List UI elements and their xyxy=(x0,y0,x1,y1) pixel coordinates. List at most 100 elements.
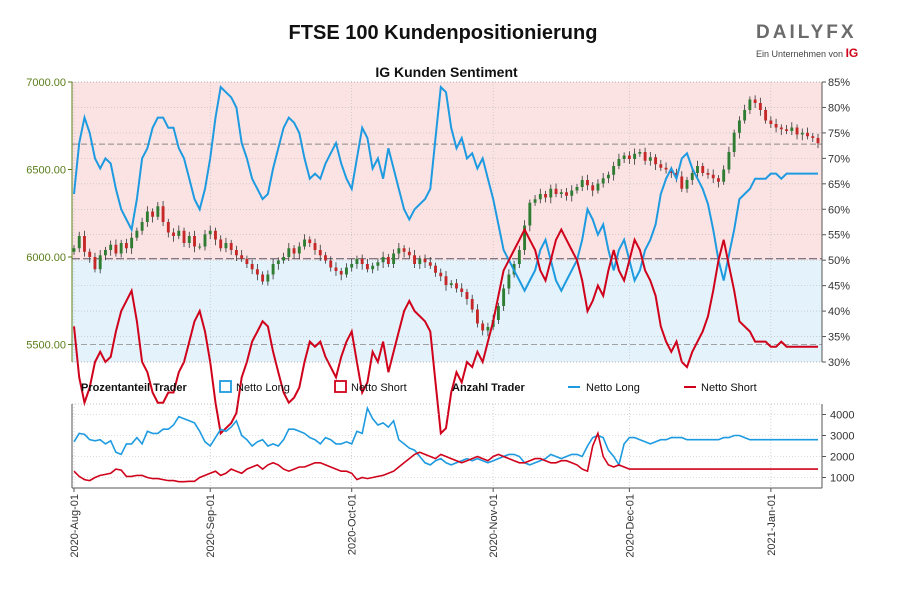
pct-tick-label: 35% xyxy=(828,332,850,344)
candle-body xyxy=(502,288,506,306)
candle-body xyxy=(345,267,348,275)
pct-tick-label: 70% xyxy=(828,153,850,165)
candle-body xyxy=(612,166,616,175)
candle-body xyxy=(381,257,385,263)
candle-body xyxy=(748,99,752,110)
candle-body xyxy=(187,236,191,243)
candle-body xyxy=(261,274,265,282)
pct-tick-label: 40% xyxy=(828,306,850,318)
x-tick-label: 2020-Sep-01 xyxy=(205,494,217,558)
legend-count-long-label: Netto Long xyxy=(586,382,640,394)
candle-body xyxy=(193,236,196,247)
candle-body xyxy=(402,248,406,252)
candle-body xyxy=(633,153,637,159)
candle-body xyxy=(669,169,673,173)
candle-body xyxy=(507,274,511,289)
candle-body xyxy=(481,323,485,331)
candle-body xyxy=(83,236,86,252)
candle-body xyxy=(816,138,820,144)
candle-body xyxy=(124,243,128,249)
pct-tick-label: 30% xyxy=(828,357,850,369)
candle-body xyxy=(538,194,542,200)
x-tick-label: 2020-Aug-01 xyxy=(69,494,81,558)
candle-body xyxy=(214,230,217,240)
candle-body xyxy=(570,190,574,196)
candle-body xyxy=(224,243,228,249)
candle-body xyxy=(234,250,238,256)
candle-body xyxy=(355,258,359,264)
candle-body xyxy=(475,309,479,324)
candle-body xyxy=(287,248,291,257)
chart-title: FTSE 100 Kundenpositionierung xyxy=(288,22,598,44)
candle-body xyxy=(282,257,286,261)
candle-body xyxy=(795,127,799,135)
count-line-short xyxy=(73,430,818,483)
legend-long-box xyxy=(219,380,232,393)
x-tick-label: 2020-Nov-01 xyxy=(488,494,500,558)
candle-body xyxy=(245,258,249,264)
candle-body xyxy=(696,166,699,173)
candle-body xyxy=(166,222,170,233)
candle-body xyxy=(266,274,270,282)
candle-body xyxy=(140,222,144,231)
candle-body xyxy=(606,174,610,179)
dailyfx-logo: DAILYFX xyxy=(756,22,857,43)
candle-body xyxy=(413,255,417,264)
candle-body xyxy=(591,185,595,191)
candle-body xyxy=(465,292,469,299)
candle-body xyxy=(208,230,212,235)
candle-body xyxy=(654,157,658,165)
ig-logo: IG xyxy=(845,46,859,60)
count-tick-label: 1000 xyxy=(830,473,854,485)
candle-body xyxy=(622,155,626,159)
x-tick-label: 2020-Oct-01 xyxy=(347,494,359,555)
pct-tick-label: 45% xyxy=(828,281,850,293)
candle-body xyxy=(177,230,181,236)
count-tick-label: 2000 xyxy=(830,452,854,464)
candle-body xyxy=(601,178,605,184)
candle-body xyxy=(229,243,233,250)
brand-tagline: Ein Unternehmen von IG xyxy=(756,46,868,60)
candle-body xyxy=(350,264,354,268)
candle-body xyxy=(648,157,652,161)
candle-body xyxy=(701,166,705,173)
candle-body xyxy=(753,99,757,103)
legend-short-box xyxy=(334,380,347,393)
candle-body xyxy=(161,206,165,222)
candle-body xyxy=(732,132,736,152)
sentiment-line-short xyxy=(73,227,818,436)
candle-body xyxy=(360,258,364,264)
candle-body xyxy=(517,250,521,264)
candle-body xyxy=(334,267,338,271)
pct-tick-label: 55% xyxy=(828,230,850,242)
candle-body xyxy=(324,255,327,261)
candle-body xyxy=(638,152,642,154)
candle-body xyxy=(114,244,118,254)
candle-body xyxy=(72,248,76,252)
candle-body xyxy=(486,327,490,331)
candle-body xyxy=(156,206,160,217)
candle-body xyxy=(119,243,123,254)
candle-body xyxy=(586,180,589,186)
candle-body xyxy=(779,127,783,130)
candle-body xyxy=(339,271,343,275)
brand-block: DAILYFX Ein Unternehmen von IG xyxy=(756,22,868,60)
candle-body xyxy=(135,230,139,238)
candle-body xyxy=(565,192,568,196)
candle-body xyxy=(371,265,375,270)
sentiment-line-long xyxy=(73,84,818,293)
candle-body xyxy=(276,260,280,264)
pct-tick-label: 80% xyxy=(828,102,850,114)
candle-body xyxy=(198,246,202,248)
candle-body xyxy=(88,251,92,257)
candle-body xyxy=(407,251,411,256)
legend-count-short-label: Netto Short xyxy=(701,382,757,394)
candle-body xyxy=(774,124,778,128)
price-tick-label: 7000.00 xyxy=(26,77,66,89)
candle-body xyxy=(455,283,458,289)
candle-body xyxy=(685,180,689,189)
candle-body xyxy=(643,152,647,161)
candle-body xyxy=(203,234,207,247)
candle-body xyxy=(98,255,102,270)
